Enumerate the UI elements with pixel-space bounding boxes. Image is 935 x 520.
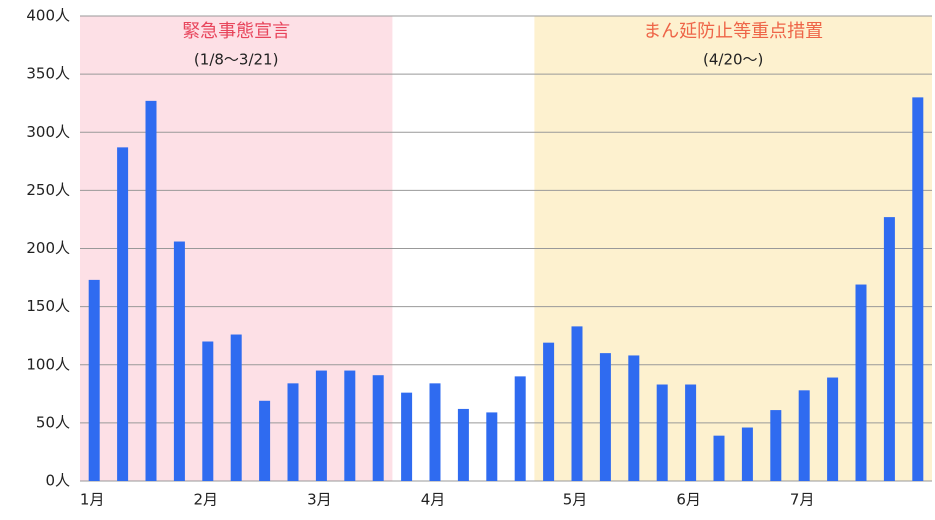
x-tick-label: 4月 bbox=[421, 491, 446, 509]
bar bbox=[315, 370, 327, 481]
y-tick-label: 250人 bbox=[26, 181, 70, 199]
x-tick-label: 2月 bbox=[194, 491, 219, 509]
annotation-title: まん延防止等重点措置 bbox=[643, 21, 823, 42]
bar bbox=[401, 392, 413, 481]
y-tick-label: 200人 bbox=[26, 239, 70, 257]
y-tick-label: 50人 bbox=[36, 413, 70, 431]
x-tick-label: 1月 bbox=[80, 491, 105, 509]
bar bbox=[855, 284, 867, 481]
bar bbox=[599, 353, 611, 481]
y-tick-label: 0人 bbox=[45, 472, 70, 490]
y-tick-label: 300人 bbox=[26, 123, 70, 141]
bar bbox=[117, 147, 129, 482]
bar bbox=[202, 341, 214, 481]
bar bbox=[883, 217, 895, 482]
bar bbox=[656, 384, 668, 481]
bar bbox=[429, 383, 441, 481]
bar bbox=[259, 400, 271, 481]
x-tick-label: 6月 bbox=[676, 491, 701, 509]
bar bbox=[287, 383, 299, 481]
bar bbox=[685, 384, 697, 481]
annotation-period: (4/20〜) bbox=[703, 51, 763, 69]
x-tick-label: 5月 bbox=[563, 491, 588, 509]
bar bbox=[827, 377, 839, 481]
y-tick-label: 150人 bbox=[26, 297, 70, 315]
bar bbox=[372, 375, 384, 481]
bar bbox=[88, 279, 100, 481]
bar bbox=[770, 410, 782, 481]
annotation-period: (1/8〜3/21) bbox=[194, 51, 279, 69]
annotation-title: 緊急事態宣言 bbox=[182, 21, 290, 42]
bar bbox=[230, 334, 242, 481]
bar bbox=[798, 390, 810, 481]
bar bbox=[713, 435, 725, 481]
bar bbox=[543, 342, 555, 481]
y-tick-label: 100人 bbox=[26, 355, 70, 373]
bar bbox=[145, 100, 157, 482]
x-tick-label: 7月 bbox=[790, 491, 815, 509]
bar bbox=[344, 370, 356, 481]
bar bbox=[514, 376, 526, 481]
bar bbox=[173, 241, 185, 481]
x-tick-label: 3月 bbox=[307, 491, 332, 509]
bar bbox=[457, 408, 469, 481]
bar bbox=[741, 427, 753, 481]
bar bbox=[628, 355, 640, 481]
bar bbox=[486, 412, 498, 481]
y-tick-label: 350人 bbox=[26, 65, 70, 83]
bar bbox=[912, 97, 924, 481]
y-tick-label: 400人 bbox=[26, 7, 70, 25]
bar bbox=[571, 326, 583, 481]
